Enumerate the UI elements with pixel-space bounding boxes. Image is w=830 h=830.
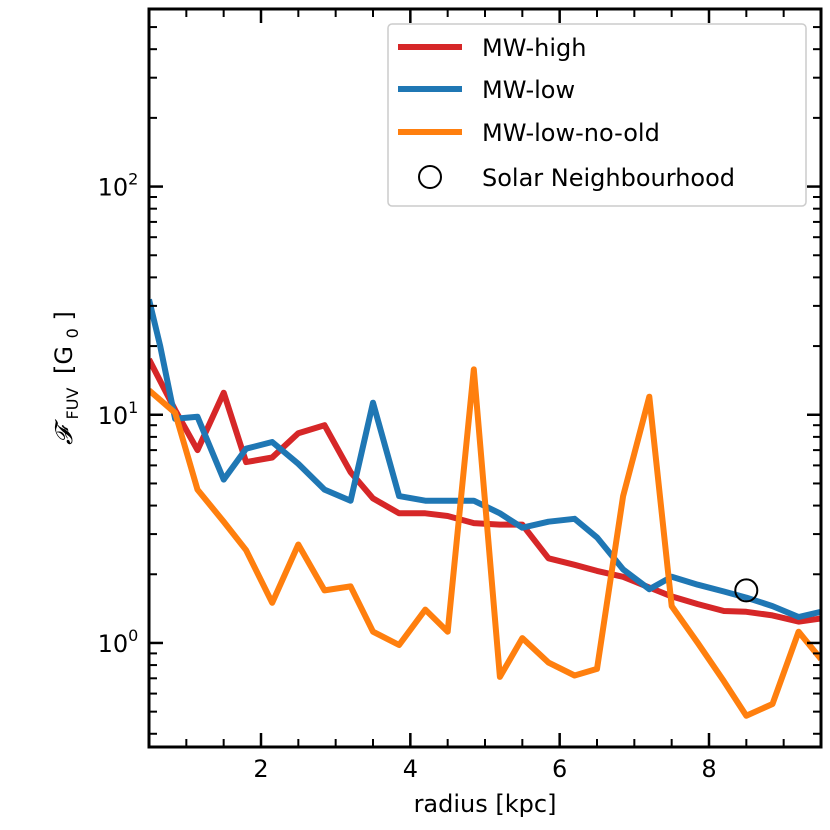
point-marker-solar-neighbourhood — [734, 578, 759, 603]
y-axis-label-unit: [G — [50, 346, 78, 374]
legend-label-mw-low: MW-low — [482, 76, 575, 104]
x-tick-label: 6 — [552, 755, 567, 783]
tick-labels: 2 4 6 8 100 101 102 — [98, 170, 717, 783]
y-axis-label-symbol: 𝓕 — [50, 419, 78, 445]
points-layer — [734, 578, 759, 603]
legend-label-mw-low-no-old: MW-low-no-old — [482, 119, 660, 147]
legend-marker-solar-neighbourhood — [418, 165, 442, 189]
plot-frame — [147, 7, 823, 749]
legend-label-solar-neighbourhood: Solar Neighbourhood — [482, 164, 735, 192]
legend-box — [387, 23, 807, 207]
y-tick-label: 101 — [98, 398, 139, 430]
y-tick-label: 102 — [98, 170, 139, 202]
x-tick-label: 4 — [403, 755, 418, 783]
series-layer — [149, 298, 821, 719]
y-axis-label-unit-sub: 0 — [63, 328, 82, 338]
y-axis-label: 𝓕 FUV [G 0 ] — [50, 311, 84, 445]
y-axis-label-sub: FUV — [63, 388, 82, 420]
y-tick-label: 100 — [98, 626, 139, 658]
x-tick-label: 8 — [701, 755, 716, 783]
series-line-mw-low — [149, 298, 821, 620]
x-tick-label: 2 — [253, 755, 268, 783]
y-axis-label-unit-close: ] — [50, 311, 78, 320]
legend-label-mw-high: MW-high — [482, 34, 586, 62]
series-line-mw-low-no-old — [149, 366, 821, 719]
legend: MW-high MW-low MW-low-no-old Solar Neigh… — [387, 23, 807, 207]
x-axis-label: radius [kpc] — [414, 790, 557, 818]
